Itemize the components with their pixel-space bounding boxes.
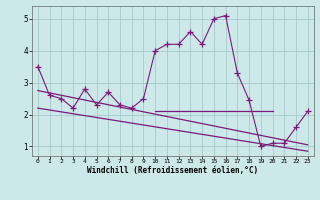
- X-axis label: Windchill (Refroidissement éolien,°C): Windchill (Refroidissement éolien,°C): [87, 166, 258, 175]
